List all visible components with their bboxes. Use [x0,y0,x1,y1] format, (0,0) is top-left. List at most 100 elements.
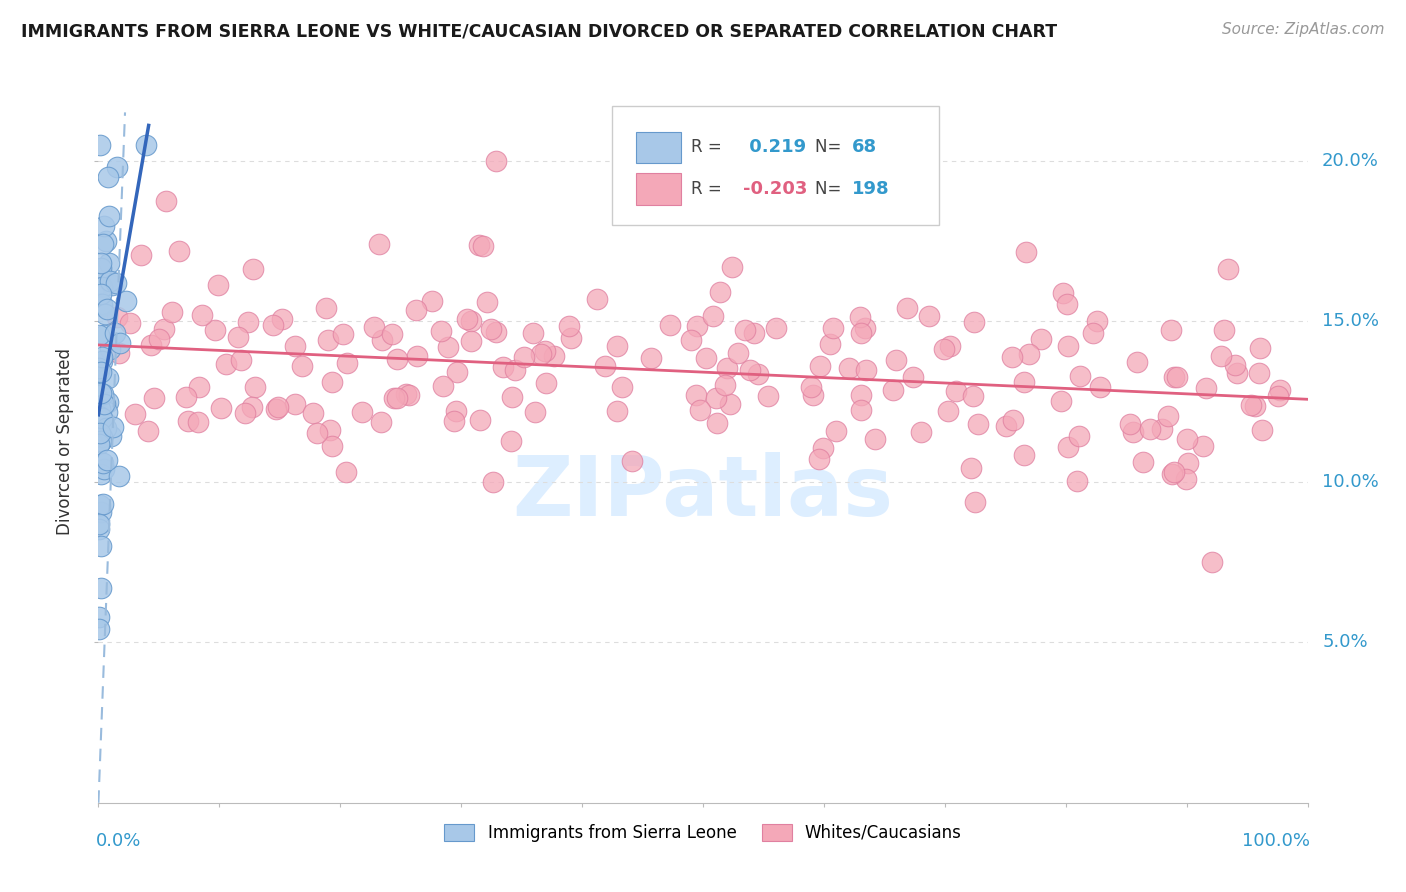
Point [89,360,111,375]
Point [90,430,112,444]
Point [1175,432,1198,446]
Legend: Immigrants from Sierra Leone, Whites/Caucasians: Immigrants from Sierra Leone, Whites/Cau… [437,817,969,848]
Point [1223,358,1246,372]
Point [686,318,709,333]
Point [370,333,392,347]
Text: 20.0%: 20.0% [1322,152,1379,169]
Point [963,314,986,328]
Point [90,365,112,379]
Point [176,414,198,428]
Point [808,359,831,373]
Point [316,333,339,347]
FancyBboxPatch shape [637,173,682,204]
Point [97,209,120,223]
Point [585,292,607,306]
Point [141,338,163,352]
Point [593,359,616,373]
Point [962,389,984,403]
Point [1251,423,1274,437]
Point [849,310,872,325]
FancyBboxPatch shape [637,132,682,163]
Point [187,415,209,429]
Point [94,307,117,321]
Point [87,328,110,343]
Point [533,343,555,358]
Point [932,343,955,357]
Point [444,404,467,418]
Point [718,397,741,411]
Point [87,409,110,424]
Point [363,319,385,334]
Point [456,312,478,326]
Point [90,581,112,595]
Point [352,405,374,419]
Point [896,301,918,316]
Point [1240,399,1263,413]
Point [499,434,522,448]
Point [90,261,112,276]
Point [89,276,111,290]
Point [271,312,294,326]
Point [1212,323,1234,337]
Point [1014,245,1036,260]
Point [1216,262,1239,277]
Point [307,426,329,441]
Point [910,425,932,439]
Point [742,326,765,341]
Point [94,421,117,435]
Point [120,316,142,330]
Point [108,336,131,351]
Point [107,345,129,359]
Point [385,392,408,406]
Point [91,354,114,368]
Point [155,194,177,208]
Point [148,332,170,346]
Point [558,318,581,333]
Point [808,452,831,467]
Point [207,277,229,292]
Point [90,350,112,364]
Point [446,365,468,379]
Point [1268,383,1291,397]
Point [536,376,558,391]
Point [398,387,420,401]
Point [174,390,197,404]
Point [284,397,307,411]
Point [284,338,307,352]
Point [91,386,114,401]
Point [560,331,582,345]
Point [1029,332,1052,346]
Point [91,237,114,252]
Point [994,419,1017,434]
Point [1177,457,1199,471]
Point [1081,326,1104,341]
Text: -0.203: -0.203 [742,179,807,198]
Point [143,391,166,405]
Point [90,411,112,425]
Point [821,321,844,335]
Point [105,310,128,324]
Point [1195,381,1218,395]
Point [1122,425,1144,439]
Point [263,318,285,333]
Point [290,359,312,373]
Point [1139,422,1161,436]
Text: 10.0%: 10.0% [1322,473,1379,491]
Text: N=: N= [815,138,846,156]
Point [747,367,769,381]
Point [659,318,682,333]
Point [87,516,110,531]
Point [136,424,159,438]
Point [97,371,120,385]
Point [501,390,523,404]
Point [640,351,662,365]
Point [100,278,122,293]
Point [93,219,115,234]
Point [240,400,263,414]
Point [332,327,354,342]
Point [1192,439,1215,453]
Point [236,315,259,329]
Point [90,299,112,313]
Point [1057,440,1080,454]
Point [190,308,212,322]
